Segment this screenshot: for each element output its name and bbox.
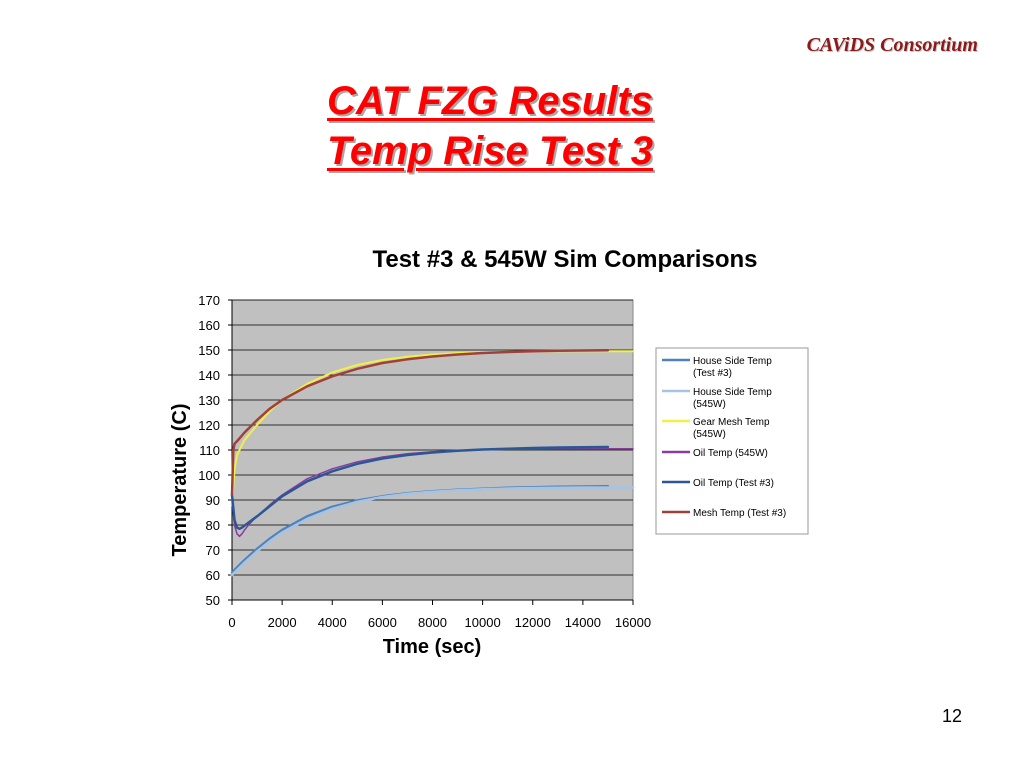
y-tick-label: 120	[198, 418, 220, 433]
brand-logo-text: CAViDS Consortium	[806, 34, 978, 56]
legend-label-1: (Test #3)	[693, 368, 732, 379]
slide-title-line-1: CAT FZG Results	[327, 79, 653, 123]
y-tick-label: 70	[206, 543, 220, 558]
series-line-5	[230, 445, 610, 531]
legend-label-4: Oil Temp (545W)	[693, 448, 768, 459]
x-tick-label: 0	[228, 615, 235, 630]
y-tick-label: 100	[198, 468, 220, 483]
slide-title: CAT FZG Results Temp Rise Test 3	[0, 76, 980, 176]
slide-title-line-2: Temp Rise Test 3	[326, 129, 654, 173]
legend-label-6: Mesh Temp (Test #3)	[693, 508, 786, 519]
legend-label-2: (545W)	[693, 399, 726, 410]
x-tick-label: 16000	[615, 615, 651, 630]
legend-box	[655, 347, 809, 535]
series-line-6	[230, 349, 610, 497]
y-tick-label: 110	[199, 443, 220, 458]
x-tick-label: 2000	[268, 615, 297, 630]
chart-title: Test #3 & 545W Sim Comparisons	[372, 246, 757, 273]
legend-label-1: House Side Temp	[693, 356, 772, 367]
x-tick-label: 12000	[515, 615, 551, 630]
y-tick-label: 50	[206, 593, 220, 608]
x-tick-label: 4000	[318, 615, 347, 630]
y-tick-label: 60	[206, 568, 220, 583]
y-axis-label: Temperature (C)	[169, 404, 191, 557]
legend-label-5: Oil Temp (Test #3)	[693, 478, 774, 489]
page-number: 12	[941, 706, 962, 726]
y-tick-label: 80	[206, 518, 220, 533]
y-tick-label: 150	[198, 343, 220, 358]
y-tick-label: 90	[206, 493, 220, 508]
x-tick-label: 10000	[465, 615, 501, 630]
x-axis-label: Time (sec)	[383, 636, 482, 658]
y-tick-label: 160	[198, 318, 220, 333]
legend-label-3: Gear Mesh Temp	[693, 417, 770, 428]
legend-label-3: (545W)	[693, 429, 726, 440]
y-tick-label: 140	[198, 368, 220, 383]
x-tick-label: 8000	[418, 615, 447, 630]
legend-label-2: House Side Temp	[693, 387, 772, 398]
x-tick-label: 14000	[565, 615, 601, 630]
y-tick-label: 170	[198, 293, 220, 308]
y-tick-label: 130	[198, 393, 220, 408]
x-tick-label: 6000	[368, 615, 397, 630]
series-line-2	[230, 486, 635, 577]
